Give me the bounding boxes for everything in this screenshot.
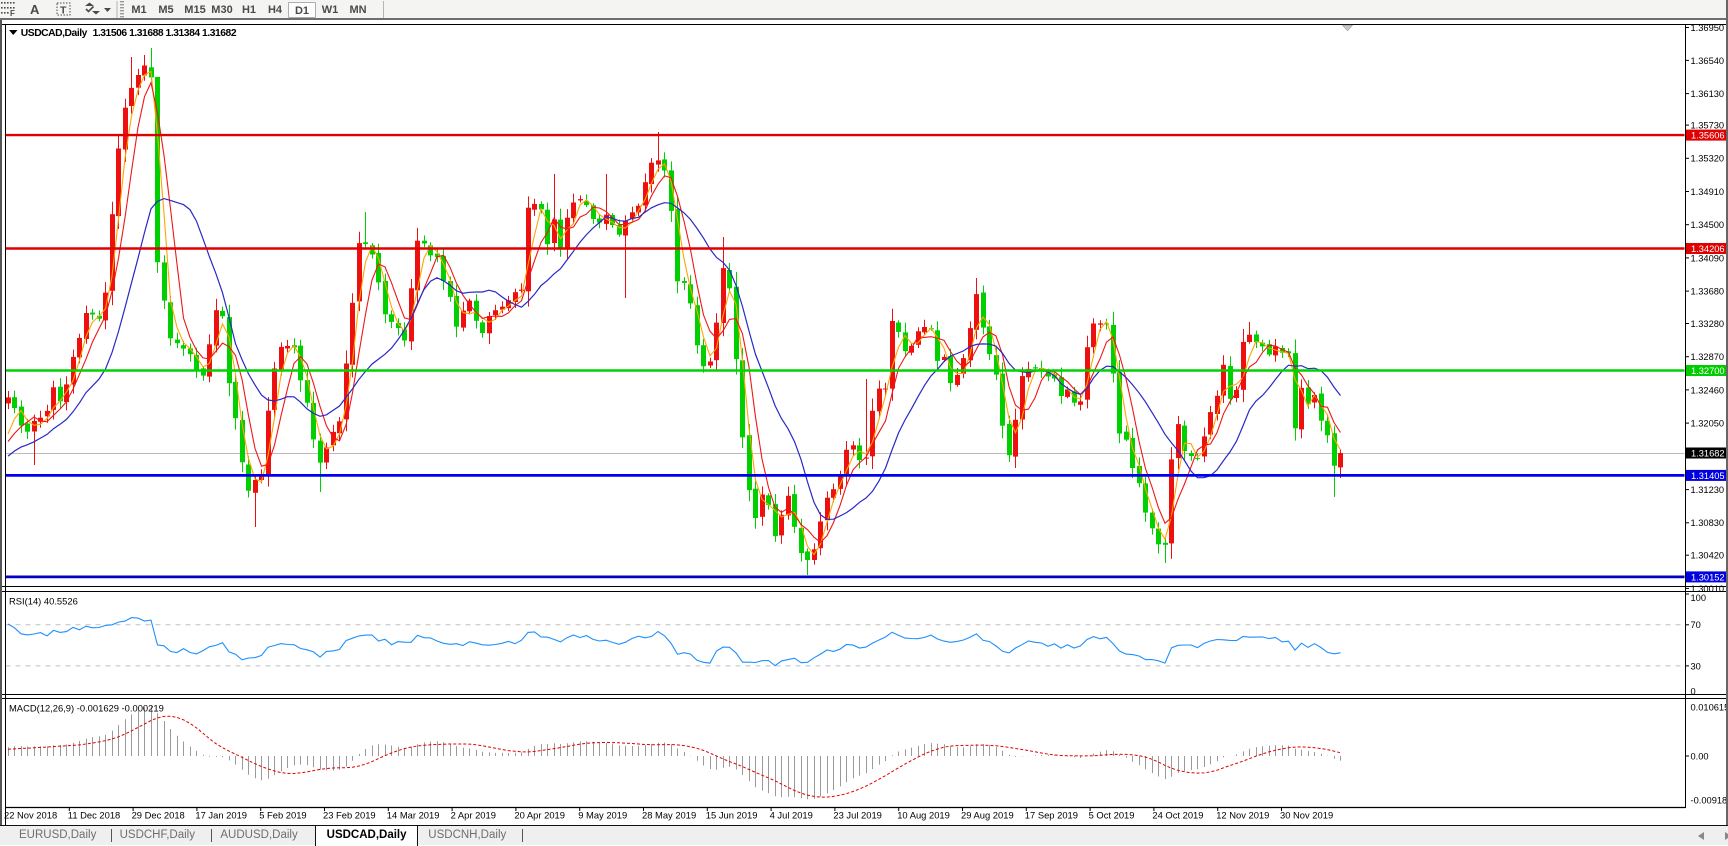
svg-text:29 Dec 2018: 29 Dec 2018 xyxy=(132,810,185,821)
svg-text:1.34090: 1.34090 xyxy=(1691,253,1725,263)
svg-text:23 Jul 2019: 23 Jul 2019 xyxy=(833,810,881,821)
svg-text:0.010615: 0.010615 xyxy=(1691,702,1728,712)
svg-text:20 Apr 2019: 20 Apr 2019 xyxy=(514,810,565,821)
svg-text:RSI(14) 40.5526: RSI(14) 40.5526 xyxy=(9,596,78,607)
svg-text:1.31230: 1.31230 xyxy=(1691,485,1725,495)
svg-text:1.32870: 1.32870 xyxy=(1691,352,1725,362)
svg-text:23 Feb 2019: 23 Feb 2019 xyxy=(323,810,376,821)
svg-text:1.30152: 1.30152 xyxy=(1691,573,1725,583)
svg-text:1.33680: 1.33680 xyxy=(1691,287,1725,297)
svg-text:24 Oct 2019: 24 Oct 2019 xyxy=(1152,810,1203,821)
svg-text:USDCAD,Daily: USDCAD,Daily xyxy=(21,28,88,39)
svg-text:1.32700: 1.32700 xyxy=(1691,366,1725,376)
svg-text:1.32050: 1.32050 xyxy=(1691,419,1725,429)
svg-text:12 Nov 2019: 12 Nov 2019 xyxy=(1216,810,1269,821)
svg-text:15 Jun 2019: 15 Jun 2019 xyxy=(706,810,758,821)
svg-text:0.00: 0.00 xyxy=(1691,751,1709,761)
svg-text:17 Jan 2019: 17 Jan 2019 xyxy=(195,810,247,821)
svg-text:11 Dec 2018: 11 Dec 2018 xyxy=(68,810,120,821)
svg-text:5 Oct 2019: 5 Oct 2019 xyxy=(1089,810,1135,821)
svg-text:10 Aug 2019: 10 Aug 2019 xyxy=(897,810,950,821)
svg-text:MACD(12,26,9) -0.001629 -0.000: MACD(12,26,9) -0.001629 -0.000219 xyxy=(9,703,164,714)
svg-text:1.30830: 1.30830 xyxy=(1691,518,1725,528)
svg-text:29 Aug 2019: 29 Aug 2019 xyxy=(961,810,1014,821)
svg-text:30: 30 xyxy=(1691,661,1701,671)
svg-text:9 May 2019: 9 May 2019 xyxy=(578,810,627,821)
svg-text:1.35320: 1.35320 xyxy=(1691,154,1725,164)
svg-text:1.34500: 1.34500 xyxy=(1691,220,1725,230)
svg-text:14 Mar 2019: 14 Mar 2019 xyxy=(387,810,440,821)
svg-text:1.32460: 1.32460 xyxy=(1691,385,1725,395)
svg-text:1.35730: 1.35730 xyxy=(1691,121,1725,131)
svg-text:30 Nov 2019: 30 Nov 2019 xyxy=(1280,810,1333,821)
svg-text:1.33280: 1.33280 xyxy=(1691,319,1725,329)
svg-text:1.34910: 1.34910 xyxy=(1691,187,1725,197)
svg-text:1.35606: 1.35606 xyxy=(1691,131,1725,141)
svg-text:1.31506 1.31688 1.31384 1.3168: 1.31506 1.31688 1.31384 1.31682 xyxy=(93,28,237,39)
svg-text:1.31405: 1.31405 xyxy=(1691,471,1725,481)
svg-text:4 Jul 2019: 4 Jul 2019 xyxy=(770,810,813,821)
svg-text:1.30420: 1.30420 xyxy=(1691,551,1725,561)
svg-text:1.36130: 1.36130 xyxy=(1691,89,1725,99)
svg-text:17 Sep 2019: 17 Sep 2019 xyxy=(1025,810,1078,821)
svg-text:2 Apr 2019: 2 Apr 2019 xyxy=(451,810,496,821)
svg-text:-0.009181: -0.009181 xyxy=(1691,795,1728,805)
svg-text:28 May 2019: 28 May 2019 xyxy=(642,810,696,821)
svg-text:1.36540: 1.36540 xyxy=(1691,56,1725,66)
svg-text:5 Feb 2019: 5 Feb 2019 xyxy=(259,810,306,821)
svg-text:0: 0 xyxy=(1691,686,1696,696)
svg-text:70: 70 xyxy=(1691,620,1701,630)
svg-text:100: 100 xyxy=(1691,593,1707,603)
svg-text:22 Nov 2018: 22 Nov 2018 xyxy=(4,810,57,821)
svg-text:1.34206: 1.34206 xyxy=(1691,244,1725,254)
svg-text:1.31682: 1.31682 xyxy=(1691,449,1725,459)
svg-text:1.36950: 1.36950 xyxy=(1691,23,1725,33)
